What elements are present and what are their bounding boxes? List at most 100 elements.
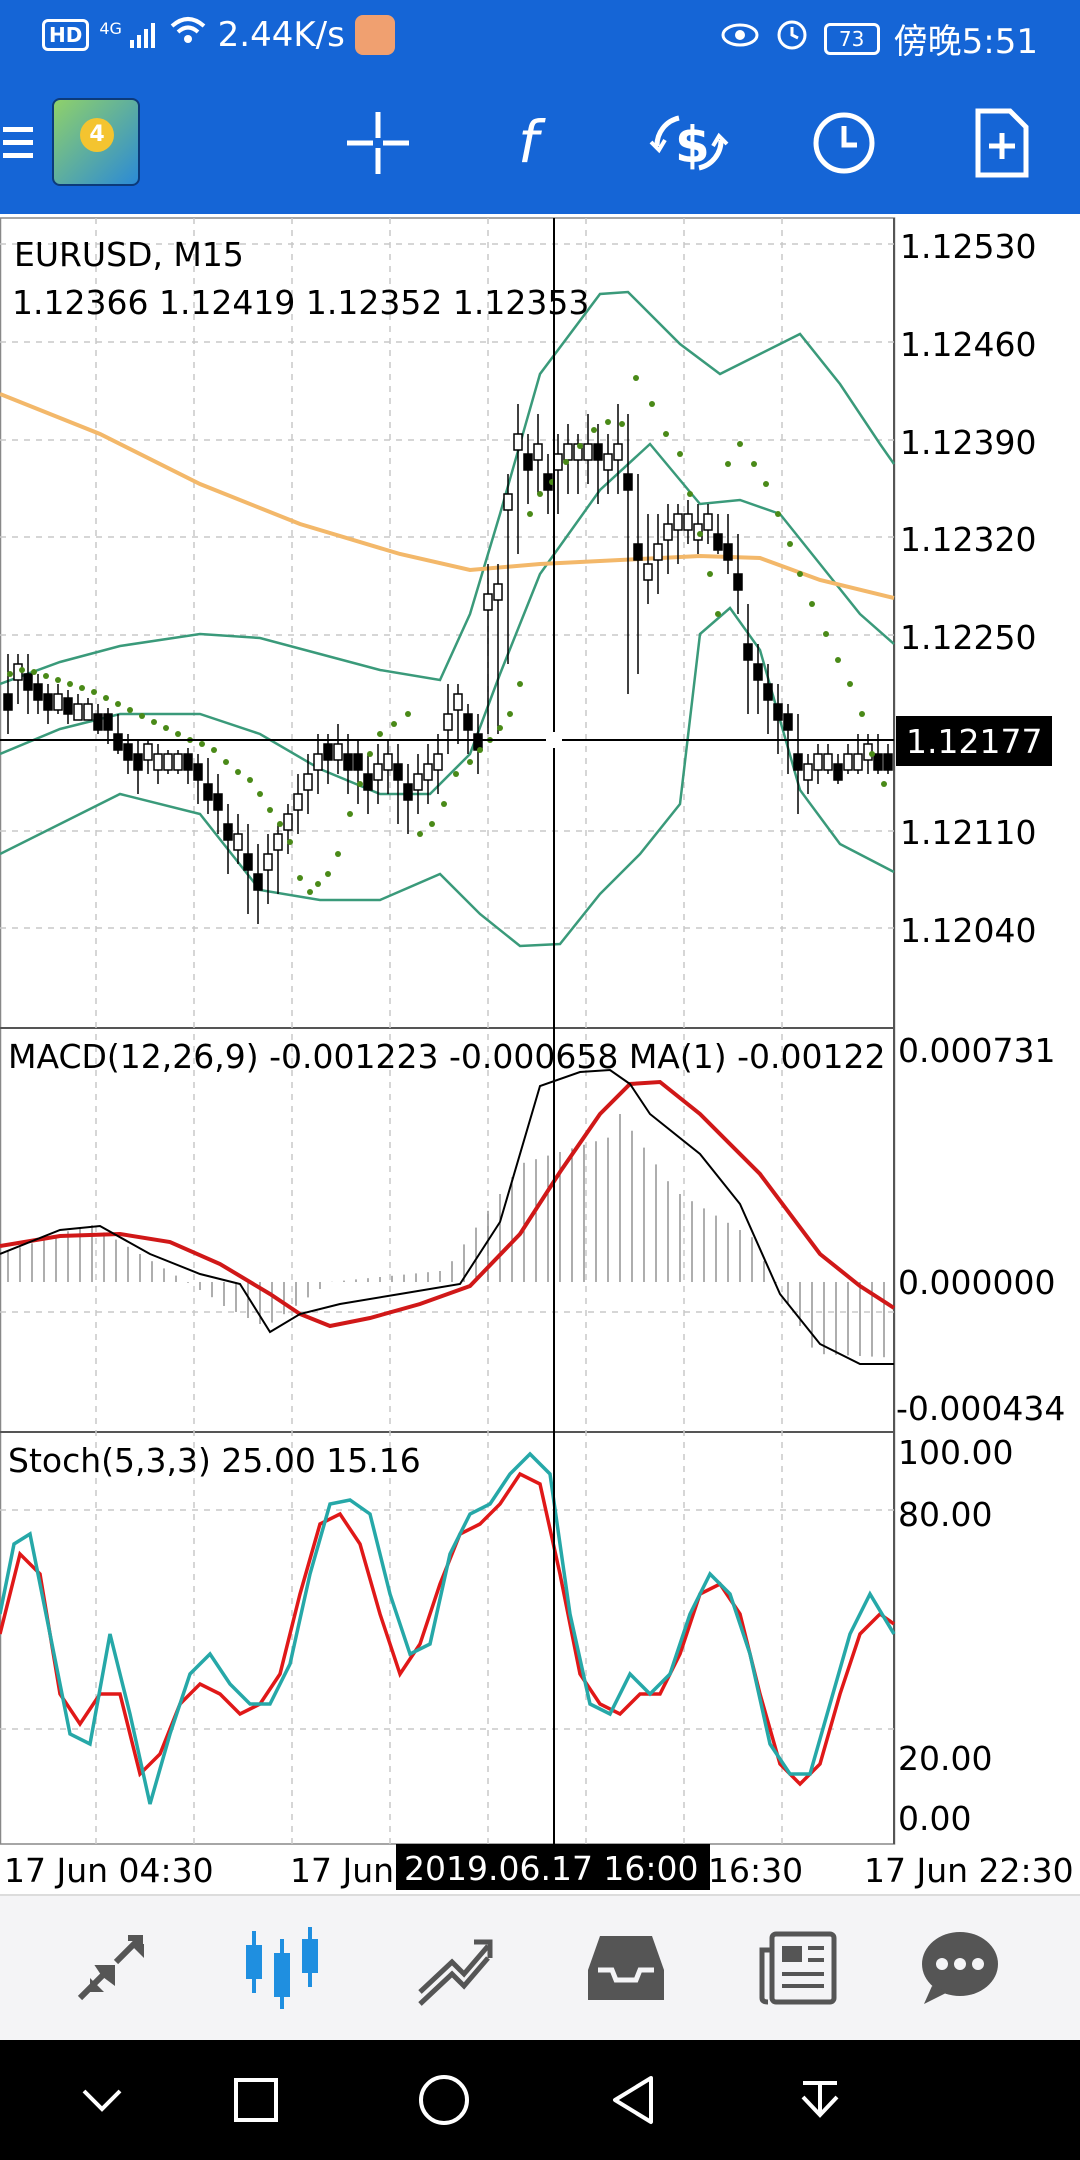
sar-dot [103,695,109,701]
sar-dot [19,667,25,673]
candle-body [683,513,693,531]
back-triangle-icon[interactable] [572,2040,692,2160]
sar-dot [175,731,181,737]
chart-canvas[interactable]: EURUSD, M15 1.12366 1.12419 1.12352 1.12… [0,214,1080,1894]
candle-body [193,763,203,781]
notification-pull-icon[interactable] [760,2040,880,2160]
down-chevron-icon[interactable] [42,2040,162,2160]
svg-text:f: f [518,108,546,176]
candle-body [163,753,173,771]
candle-body [153,753,163,771]
price-tick: 1.12460 [900,325,1036,364]
candle-body [603,453,613,471]
stoch-label: Stoch(5,3,3) 25.00 15.16 [8,1441,421,1480]
bollinger-bands [0,290,896,948]
candle-body [463,713,473,731]
history-inbox-icon[interactable] [556,1896,696,2040]
sar-dot [55,677,61,683]
candle-body [253,873,263,891]
sar-dot [163,725,169,731]
sar-dot [235,769,241,775]
clock-icon[interactable] [800,72,888,214]
crosshair-center [546,732,562,748]
candle-body [753,663,763,681]
sar-dot [809,601,815,607]
sar-dot [847,681,853,687]
metatrader-logo[interactable]: 4 [52,98,140,186]
candle-body [53,693,63,711]
price-tick: 1.12390 [900,423,1036,462]
sar-dot [7,671,13,677]
sar-dot [429,821,435,827]
candle-body [873,753,883,771]
news-icon[interactable] [728,1896,868,2040]
sar-dot [441,801,447,807]
candle-body [883,753,893,771]
wifi-icon [168,14,208,55]
candle-body [93,713,103,731]
candle-body [453,693,463,711]
candle-body [613,443,623,461]
candle-body [413,773,423,791]
time-label: 17 Jun [290,1851,394,1890]
sar-dot [497,725,503,731]
macd-tick: 0.000000 [898,1263,1055,1302]
sar-dot [563,459,569,465]
candle-body [633,543,643,561]
sar-dot [211,747,217,753]
logo-badge: 4 [80,118,114,152]
candle-body [143,743,153,761]
top-toolbar: 4 f $ [0,72,1080,214]
system-navigation-bar [0,2040,1080,2160]
candle-body [763,683,773,701]
hamburger-menu-icon[interactable] [0,72,40,214]
price-tick: 1.12250 [900,618,1036,657]
chart-area[interactable]: EURUSD, M15 1.12366 1.12419 1.12352 1.12… [0,214,1080,1894]
sar-dot [707,571,713,577]
sar-dot [823,631,829,637]
sar-dot [649,401,655,407]
indicators-f-icon[interactable]: f [490,72,578,214]
symbol-label: EURUSD, M15 [14,235,244,274]
candle-body [103,713,113,731]
sar-dot [591,427,597,433]
chat-bubble-icon[interactable] [890,1896,1030,2040]
quotes-arrows-icon[interactable] [40,1896,180,2040]
candle-body [653,543,663,561]
candle-body [743,643,753,661]
candle-body [843,753,853,771]
chart-candles-icon[interactable] [212,1896,352,2040]
stochastic-indicator [0,1451,896,1805]
sar-dot [287,839,293,845]
crosshair-icon[interactable] [334,72,422,214]
time-label: 17 Jun 22:30 [864,1851,1074,1890]
candle-body [443,713,453,731]
candle-body [323,743,333,761]
dollar-cycle-icon[interactable]: $ [645,72,733,214]
sar-dot [405,711,411,717]
sar-dot [297,875,303,881]
sar-dot [67,681,73,687]
candle-body [23,673,33,691]
stoch-axis: 100.00 80.00 20.00 0.00 [898,1433,1013,1838]
candle-body [363,773,373,791]
candle-body [733,573,743,591]
trade-icon[interactable] [384,1896,524,2040]
sar-dot [835,657,841,663]
candle-body [423,763,433,781]
new-document-icon[interactable] [958,72,1046,214]
sar-dot [751,461,757,467]
grid-lines [0,218,894,1844]
sar-dot [577,443,583,449]
recents-square-icon[interactable] [196,2040,316,2160]
sar-dot [605,419,611,425]
home-circle-icon[interactable] [384,2040,504,2160]
candle-body [283,813,293,831]
sar-dot [43,673,49,679]
candle-body [273,833,283,851]
ohlc-label: 1.12366 1.12419 1.12352 1.12353 [12,283,589,322]
sar-dot [517,681,523,687]
sar-dot [633,375,639,381]
candle-body [223,823,233,841]
candle-body [353,753,363,771]
